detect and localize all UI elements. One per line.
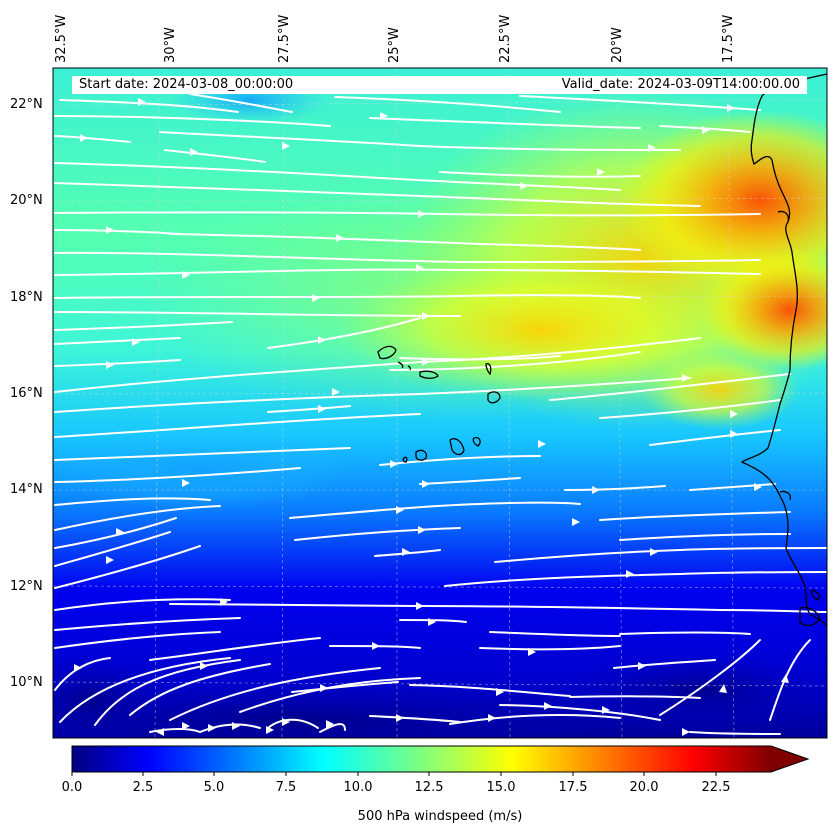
start-date-label: Start date: 2024-03-08_00:00:00	[79, 77, 294, 92]
stream-arrows	[74, 98, 789, 736]
streamlines	[54, 93, 827, 735]
cape-verde-islands	[377, 345, 501, 463]
lon-tick-label: 17.5°W	[721, 14, 736, 63]
lat-tick-label: 12°N	[10, 579, 43, 594]
colorbar-tick-label: 10.0	[343, 780, 373, 795]
lat-tick-label: 16°N	[10, 386, 43, 401]
colorbar-label: 500 hPa windspeed (m/s)	[357, 809, 523, 824]
lat-tick-label: 18°N	[10, 290, 43, 305]
colorbar-tick-label: 2.5	[132, 780, 154, 795]
colorbar-tick-label: 5.0	[203, 780, 225, 795]
colorbar	[71, 745, 810, 776]
lat-tick-label: 14°N	[10, 482, 43, 497]
coastline	[740, 73, 827, 627]
map-frame	[52, 67, 828, 739]
lat-tick-label: 20°N	[10, 193, 43, 208]
colorbar-tick-label: 20.0	[629, 780, 659, 795]
lat-tick-label: 22°N	[10, 97, 43, 112]
lon-tick-label: 22.5°W	[498, 14, 513, 63]
colorbar-tick-label: 12.5	[414, 780, 444, 795]
lon-tick-label: 25°W	[387, 27, 402, 63]
lon-tick-label: 20°W	[610, 27, 625, 63]
colorbar-tick-label: 17.5	[558, 780, 588, 795]
colorbar-tick-label: 7.5	[275, 780, 297, 795]
lon-tick-label: 30°W	[163, 27, 178, 63]
colorbar-tick-label: 15.0	[486, 780, 516, 795]
windspeed-field	[53, 68, 827, 738]
date-info-box: Start date: 2024-03-08_00:00:00 Valid_da…	[72, 76, 807, 94]
valid-date-label: Valid_date: 2024-03-09T14:00:00.00	[561, 77, 800, 92]
lon-tick-label: 32.5°W	[54, 14, 69, 63]
lon-tick-label: 27.5°W	[277, 14, 292, 63]
colorbar-tick-label: 22.5	[701, 780, 731, 795]
colorbar-tick-label: 0.0	[61, 780, 83, 795]
lat-tick-label: 10°N	[10, 675, 43, 690]
